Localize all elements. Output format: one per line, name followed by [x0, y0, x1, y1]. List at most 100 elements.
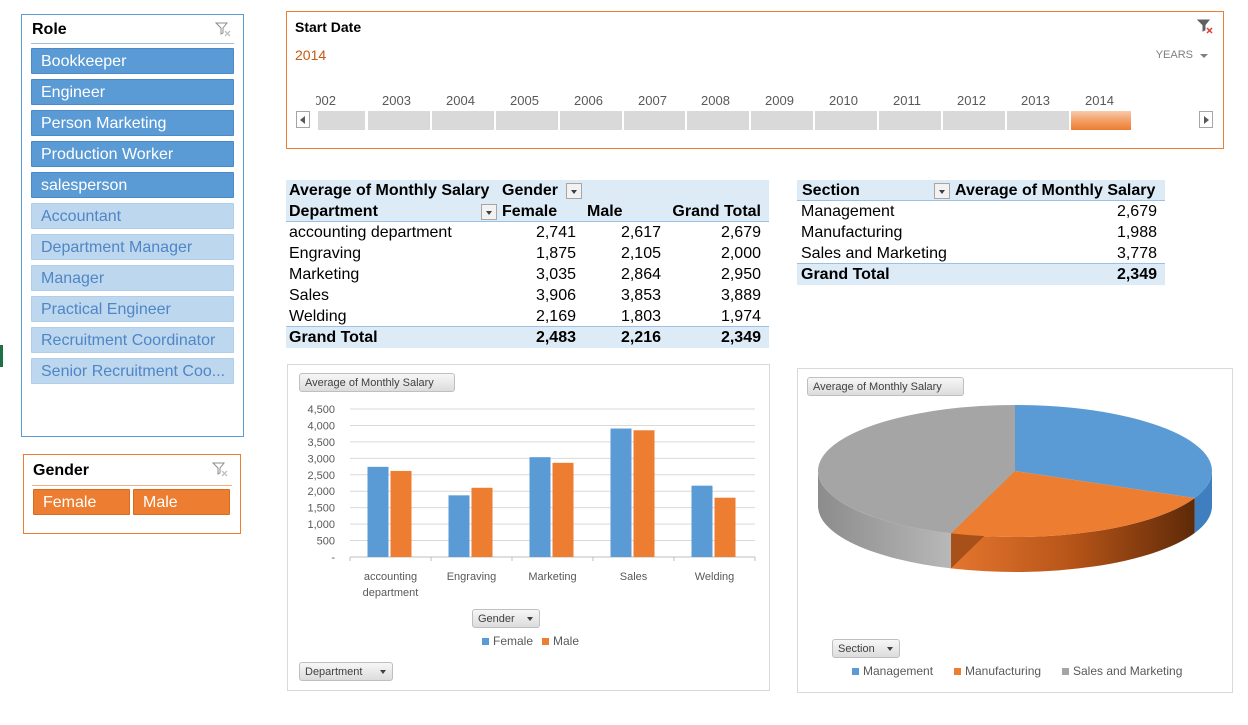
- bar-female-4[interactable]: [691, 485, 713, 557]
- legend-label: Female: [493, 634, 534, 648]
- bar-male-4[interactable]: [714, 497, 736, 557]
- clear-filter-icon[interactable]: [215, 21, 231, 37]
- legend-swatch: [482, 638, 489, 645]
- axis-field-label: Department: [305, 666, 363, 678]
- pivot-grand-total-cell: 2,483: [535, 329, 576, 346]
- pivot-grand-total-label: Grand Total: [801, 266, 890, 283]
- pivot-grand-total-label: Grand Total: [289, 329, 378, 346]
- timeline-scroll-left[interactable]: [296, 111, 310, 128]
- bar-male-2[interactable]: [552, 462, 574, 557]
- x-tick-label: Marketing: [528, 571, 576, 583]
- clear-filter-icon[interactable]: [1197, 18, 1213, 34]
- chevron-down-icon[interactable]: [1200, 54, 1208, 58]
- chevron-down-icon: [527, 617, 533, 621]
- pie-slice-manufacturing[interactable]: [951, 471, 1195, 537]
- bar-female-2[interactable]: [529, 457, 551, 557]
- role-item[interactable]: Practical Engineer: [31, 296, 234, 322]
- timeline-year-bar[interactable]: [496, 111, 559, 130]
- role-item[interactable]: Production Worker: [31, 141, 234, 167]
- legend-item-manufacturing: Manufacturing: [954, 664, 1041, 678]
- chevron-down-icon: [380, 670, 386, 674]
- value-field-button[interactable]: Average of Monthly Salary: [299, 373, 455, 392]
- pie-slice-management[interactable]: [1015, 405, 1212, 499]
- timeline-year-bar[interactable]: [368, 111, 431, 130]
- y-tick-label: 3,500: [307, 437, 335, 449]
- timeline-level-dropdown[interactable]: YEARS: [1155, 49, 1193, 61]
- bar-male-1[interactable]: [471, 487, 493, 557]
- gender-slicer[interactable]: Gender Female Male: [23, 454, 241, 534]
- legend-label: Manufacturing: [965, 664, 1042, 678]
- timeline-year-bar[interactable]: [1071, 111, 1132, 130]
- pivot-row-label: Manufacturing: [801, 224, 903, 241]
- timeline-year-bar[interactable]: [879, 111, 942, 130]
- legend-label: Male: [553, 634, 580, 648]
- timeline-year-label: 2009: [765, 93, 794, 108]
- legend-field-button[interactable]: Section: [832, 639, 900, 658]
- pie-slice-sales-and-marketing[interactable]: [817, 405, 1015, 534]
- row-filter-dropdown[interactable]: [481, 204, 497, 220]
- timeline-year-bar[interactable]: [815, 111, 878, 130]
- pivot-grand-total-cell: 2,216: [620, 329, 661, 346]
- pivot-value-cell: 1,875: [535, 245, 576, 262]
- x-tick-label: accounting: [364, 571, 417, 583]
- timeline-year-label: 2005: [510, 93, 539, 108]
- timeline-year-bar[interactable]: [624, 111, 686, 130]
- gender-item-male[interactable]: Male: [133, 489, 230, 515]
- timeline-year-label: 2008: [701, 93, 730, 108]
- timeline-year-label: 2011: [893, 93, 921, 108]
- timeline-scroll-right[interactable]: [1199, 111, 1213, 128]
- timeline-year-bar[interactable]: [560, 111, 623, 130]
- bar-female-3[interactable]: [610, 428, 632, 557]
- pivot-row-field: Section: [802, 182, 860, 199]
- pivot-total-line: [797, 263, 1165, 264]
- role-slicer[interactable]: Role Bookkeeper Engineer Person Marketing P…: [21, 14, 244, 437]
- timeline-year-bar[interactable]: [751, 111, 814, 130]
- pivot-row-label: Sales and Marketing: [801, 245, 947, 262]
- legend-field-label: Gender: [478, 613, 515, 625]
- x-tick-label: Sales: [620, 571, 648, 583]
- timeline-year-bar[interactable]: [687, 111, 750, 130]
- pivot-row-label: Management: [801, 203, 895, 220]
- timeline-year-bar[interactable]: [943, 111, 1006, 130]
- timeline-year-bar[interactable]: [318, 111, 366, 130]
- timeline-year-bar[interactable]: [1007, 111, 1070, 130]
- pivot-row-label: accounting department: [289, 224, 452, 241]
- start-date-timeline[interactable]: Start Date 2014 YEARS 002 2003 2004 2005 200…: [286, 11, 1224, 149]
- timeline-year-bar[interactable]: [432, 111, 495, 130]
- role-item[interactable]: Department Manager: [31, 234, 234, 260]
- role-item[interactable]: Recruitment Coordinator: [31, 327, 234, 353]
- role-item[interactable]: Manager: [31, 265, 234, 291]
- timeline-year-label: 2010: [829, 93, 858, 108]
- value-field-button[interactable]: Average of Monthly Salary: [807, 377, 964, 396]
- bar-male-0[interactable]: [390, 470, 412, 557]
- gender-item-female[interactable]: Female: [33, 489, 130, 515]
- legend-field-button[interactable]: Gender: [472, 609, 540, 628]
- timeline-year-label: 002: [316, 93, 336, 108]
- timeline-year-label: 2013: [1021, 93, 1050, 108]
- pivot-total-line: [286, 326, 769, 327]
- pivot-value-cell: 1,803: [620, 308, 661, 325]
- legend-item-male: Male: [542, 634, 579, 648]
- scroll-right-icon: [1204, 116, 1209, 124]
- bar-male-3[interactable]: [633, 430, 655, 557]
- y-tick-label: 1,500: [307, 503, 335, 515]
- legend-field-label: Section: [838, 643, 875, 655]
- axis-field-button[interactable]: Department: [299, 662, 393, 681]
- sheet-row-marker: [0, 345, 3, 367]
- role-item[interactable]: Engineer: [31, 79, 234, 105]
- role-item[interactable]: Person Marketing: [31, 110, 234, 136]
- role-item[interactable]: Bookkeeper: [31, 48, 234, 74]
- pivot-row-field: Department: [289, 203, 378, 220]
- x-tick-label: department: [363, 587, 419, 599]
- role-item[interactable]: salesperson: [31, 172, 234, 198]
- role-item[interactable]: Accountant: [31, 203, 234, 229]
- role-item[interactable]: Senior Recruitment Coo...: [31, 358, 234, 384]
- row-filter-dropdown[interactable]: [934, 183, 950, 199]
- clear-filter-icon[interactable]: [212, 461, 228, 477]
- column-filter-dropdown[interactable]: [566, 183, 582, 199]
- pivot-value-cell: 2,741: [535, 224, 576, 241]
- bar-female-1[interactable]: [448, 495, 470, 557]
- salary-by-department-chart[interactable]: Average of Monthly Salary - 500 1,000 1,500…: [287, 364, 770, 691]
- bar-female-0[interactable]: [367, 466, 389, 557]
- salary-by-section-chart[interactable]: Average of Monthly Salary Section Manage…: [797, 368, 1233, 693]
